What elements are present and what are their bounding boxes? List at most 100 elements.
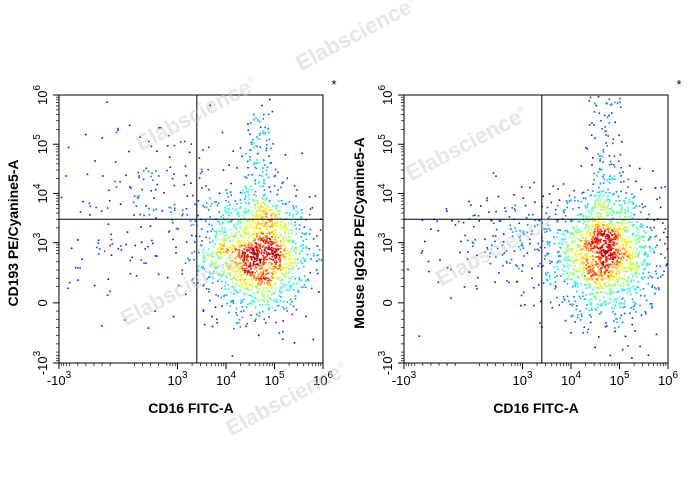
event-dot (589, 211, 591, 214)
event-dot (615, 234, 617, 237)
event-dot (285, 212, 288, 214)
event-dot (224, 288, 227, 290)
event-dot (238, 239, 240, 242)
event-dot (580, 263, 582, 265)
event-dot (531, 230, 533, 232)
event-dot (258, 272, 261, 274)
event-dot (610, 241, 612, 243)
event-dot (609, 208, 612, 210)
event-dot (598, 204, 601, 207)
event-dot (233, 246, 236, 248)
event-dot (585, 249, 588, 251)
event-dot (618, 204, 620, 206)
event-dot (248, 221, 251, 223)
event-dot (545, 212, 547, 214)
event-dot (100, 210, 103, 212)
event-dot (266, 253, 268, 255)
event-dot (611, 230, 614, 233)
event-dot (615, 254, 617, 256)
event-dot (572, 267, 575, 270)
event-dot (249, 133, 251, 136)
event-dot (262, 272, 264, 275)
event-dot (577, 231, 580, 233)
event-dot (566, 249, 568, 252)
event-dot (571, 233, 573, 236)
event-dot (580, 313, 583, 315)
event-dot (253, 250, 255, 253)
event-dot (517, 267, 520, 270)
event-dot (523, 233, 525, 236)
event-dot (301, 250, 303, 252)
event-dot (302, 247, 304, 249)
event-dot (635, 311, 637, 313)
event-dot (592, 270, 595, 272)
event-dot (619, 276, 621, 278)
event-dot (234, 210, 237, 212)
event-dot (633, 288, 636, 290)
event-dot (564, 251, 567, 254)
event-dot (607, 244, 610, 246)
event-dot (600, 266, 602, 269)
event-dot (484, 251, 486, 254)
event-dot (254, 272, 256, 274)
event-dot (627, 254, 630, 256)
event-dot (227, 268, 229, 270)
event-dot (601, 267, 603, 269)
event-dot (275, 235, 277, 237)
event-dot (294, 221, 296, 223)
event-dot (610, 220, 613, 222)
event-dot (278, 236, 280, 238)
event-dot (290, 284, 293, 287)
event-dot (654, 292, 656, 295)
event-dot (271, 236, 273, 238)
event-dot (233, 257, 236, 260)
event-dot (613, 251, 615, 253)
event-dot (591, 277, 593, 280)
event-dot (641, 236, 644, 238)
event-dot (569, 277, 572, 280)
event-dot (571, 248, 573, 251)
event-dot (537, 219, 540, 222)
event-dot (244, 232, 247, 234)
event-dot (93, 284, 96, 287)
y-tick-label: 103 (32, 232, 50, 252)
event-dot (277, 171, 279, 173)
event-dot (269, 297, 271, 299)
event-dot (608, 236, 610, 238)
event-dot (593, 233, 595, 236)
event-dot (243, 293, 245, 296)
event-dot (253, 147, 255, 149)
event-dot (574, 252, 577, 254)
event-dot (604, 228, 606, 231)
event-dot (630, 293, 632, 296)
event-dot (171, 177, 174, 180)
event-dot (582, 267, 585, 270)
event-dot (275, 255, 278, 258)
event-dot (607, 199, 610, 201)
event-dot (259, 260, 261, 262)
event-dot (605, 251, 607, 253)
event-dot (302, 240, 304, 242)
event-dot (221, 131, 224, 134)
event-dot (111, 243, 114, 245)
event-dot (602, 235, 604, 237)
event-dot (275, 266, 277, 268)
event-dot (213, 252, 215, 255)
event-dot (621, 239, 624, 241)
event-dot (254, 296, 256, 299)
event-dot (568, 267, 570, 270)
event-dot (280, 234, 283, 237)
event-dot (587, 280, 590, 282)
event-dot (194, 203, 196, 206)
event-dot (205, 220, 207, 222)
event-dot (240, 302, 242, 304)
event-dot (302, 286, 305, 289)
event-dot (247, 303, 249, 306)
event-dot (596, 306, 599, 309)
event-dot (255, 279, 257, 281)
event-dot (572, 208, 574, 210)
event-dot (650, 229, 653, 231)
event-dot (587, 189, 589, 191)
event-dot (597, 282, 600, 284)
event-dot (554, 284, 557, 287)
